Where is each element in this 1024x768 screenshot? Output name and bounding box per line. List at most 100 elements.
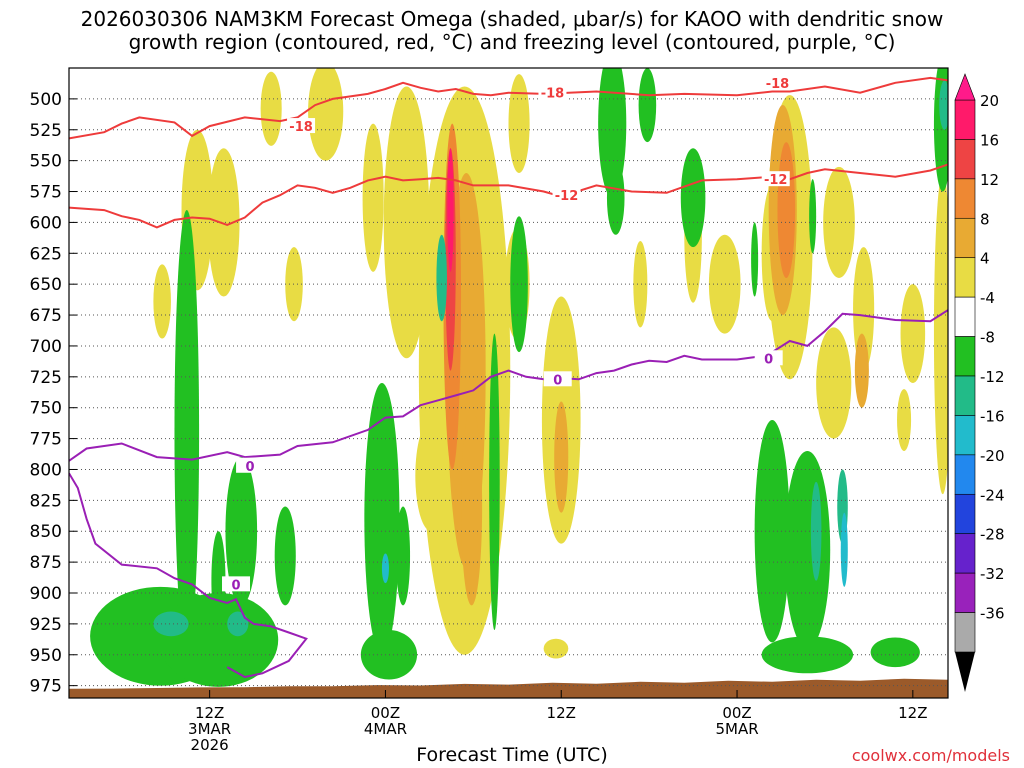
colorbar-bin — [954, 99, 976, 140]
contour-label-bg — [236, 457, 265, 473]
y-tick-label: 500 — [30, 90, 62, 110]
omega-shaded-area — [362, 123, 384, 272]
omega-shaded-area — [933, 173, 948, 495]
omega-shaded-area — [840, 512, 848, 587]
colorbar-bin — [954, 139, 976, 180]
y-tick-label: 900 — [30, 584, 62, 604]
y-tick-label: 775 — [30, 430, 62, 450]
contour-label-bg — [222, 576, 251, 592]
purple-contour-label: 0 — [231, 578, 240, 593]
red-contour-label: -18 — [766, 77, 790, 92]
purple-contour-label: 0 — [764, 352, 773, 367]
omega-shaded-area — [381, 553, 389, 584]
purple-contour-label: 0 — [553, 373, 562, 388]
omega-shaded-area — [554, 401, 569, 513]
omega-shaded-area — [274, 506, 296, 606]
omega-shaded-area — [285, 247, 303, 322]
colorbar-bin — [954, 375, 976, 416]
omega-shaded-area — [153, 611, 189, 637]
contour-label-bg — [754, 350, 783, 366]
omega-shaded-area — [854, 333, 869, 408]
y-tick-label: 825 — [30, 491, 62, 511]
colorbar-tick-label: -32 — [980, 565, 1005, 583]
omega-shaded-area — [784, 450, 831, 649]
contour-label-bg — [287, 118, 316, 134]
colorbar-tick-label: 12 — [980, 171, 999, 189]
colorbar-bin — [954, 296, 976, 337]
contour-label-bg — [763, 74, 792, 90]
y-tick-label: 725 — [30, 368, 62, 388]
contour-label-bg — [761, 171, 790, 187]
omega-shaded-area — [360, 630, 418, 680]
omega-shaded-area — [153, 264, 171, 339]
colorbar-tick-label: 20 — [980, 92, 999, 110]
colorbar-bin — [954, 612, 976, 653]
omega-shaded-area — [810, 481, 822, 581]
y-tick-label: 850 — [30, 522, 62, 542]
x-tick-label: 12Z — [898, 704, 927, 722]
x-axis-label: Forecast Time (UTC) — [416, 744, 608, 766]
omega-shaded-area — [508, 74, 530, 173]
contour-label-bg — [538, 84, 567, 100]
plot-frame — [68, 67, 949, 699]
red-contour-label: -18 — [289, 120, 313, 135]
colorbar-bin — [954, 257, 976, 298]
omega-shaded-area — [754, 420, 790, 643]
omega-shaded-area — [308, 68, 344, 161]
colorbar-tick-label: 8 — [980, 210, 990, 228]
y-tick-label: 700 — [30, 337, 62, 357]
y-tick-label: 575 — [30, 183, 62, 203]
omega-shaded-area — [900, 284, 926, 383]
y-tick-label: 550 — [30, 152, 62, 172]
y-tick-label: 675 — [30, 306, 62, 326]
omega-shaded-area — [823, 166, 855, 278]
omega-shaded-area — [809, 179, 817, 254]
colorbar-bin — [954, 178, 976, 219]
y-tick-label: 650 — [30, 275, 62, 295]
colorbar-bottom-arrow — [955, 652, 975, 692]
y-tick-label: 525 — [30, 121, 62, 141]
x-tick-label: 00Z — [722, 704, 751, 722]
omega-shaded-area — [260, 71, 282, 146]
chart-title-line-1: 2026030306 NAM3KM Forecast Omega (shaded… — [80, 7, 944, 31]
omega-shaded-area — [447, 148, 454, 272]
omega-shaded-area — [543, 638, 569, 659]
y-tick-label: 950 — [30, 646, 62, 666]
x-tick-label: 12Z — [547, 704, 576, 722]
colorbar-bin — [954, 572, 976, 613]
credit-text: coolwx.com/models — [851, 746, 1010, 765]
colorbar-bin — [954, 415, 976, 456]
y-tick-label: 625 — [30, 244, 62, 264]
omega-shaded-area — [415, 420, 447, 532]
y-tick-label: 750 — [30, 399, 62, 419]
omega-shaded-area — [870, 637, 920, 668]
omega-shaded-area — [638, 68, 657, 143]
purple-contour-line-lower — [69, 472, 308, 679]
colorbar-bin — [954, 454, 976, 495]
colorbar-bin — [954, 336, 976, 377]
red-contour-label: -18 — [541, 87, 565, 102]
colorbar-bin — [954, 217, 976, 259]
omega-shaded-area — [680, 148, 706, 248]
x-tick-label: 2026 — [191, 736, 229, 754]
omega-shaded-area — [708, 234, 741, 334]
red-contour-line — [69, 76, 948, 140]
omega-shaded-area — [939, 80, 948, 130]
colorbar-tick-label: -24 — [980, 486, 1005, 504]
omega-shaded-area — [633, 240, 648, 328]
y-tick-label: 925 — [30, 615, 62, 635]
contour-label-bg — [543, 371, 572, 387]
omega-shaded-area — [383, 86, 430, 359]
omega-shaded-area — [211, 531, 226, 631]
colorbar-tick-label: -20 — [980, 447, 1005, 465]
y-tick-label: 600 — [30, 213, 62, 233]
purple-contour-label: 0 — [246, 460, 255, 475]
x-tick-label: 5MAR — [715, 720, 758, 738]
omega-shaded-area — [606, 160, 625, 235]
colorbar-tick-label: -28 — [980, 526, 1005, 544]
red-contour-label: -12 — [764, 173, 788, 188]
colorbar-bin — [954, 493, 976, 535]
omega-shaded-area — [174, 210, 200, 655]
y-tick-label: 975 — [30, 677, 62, 697]
